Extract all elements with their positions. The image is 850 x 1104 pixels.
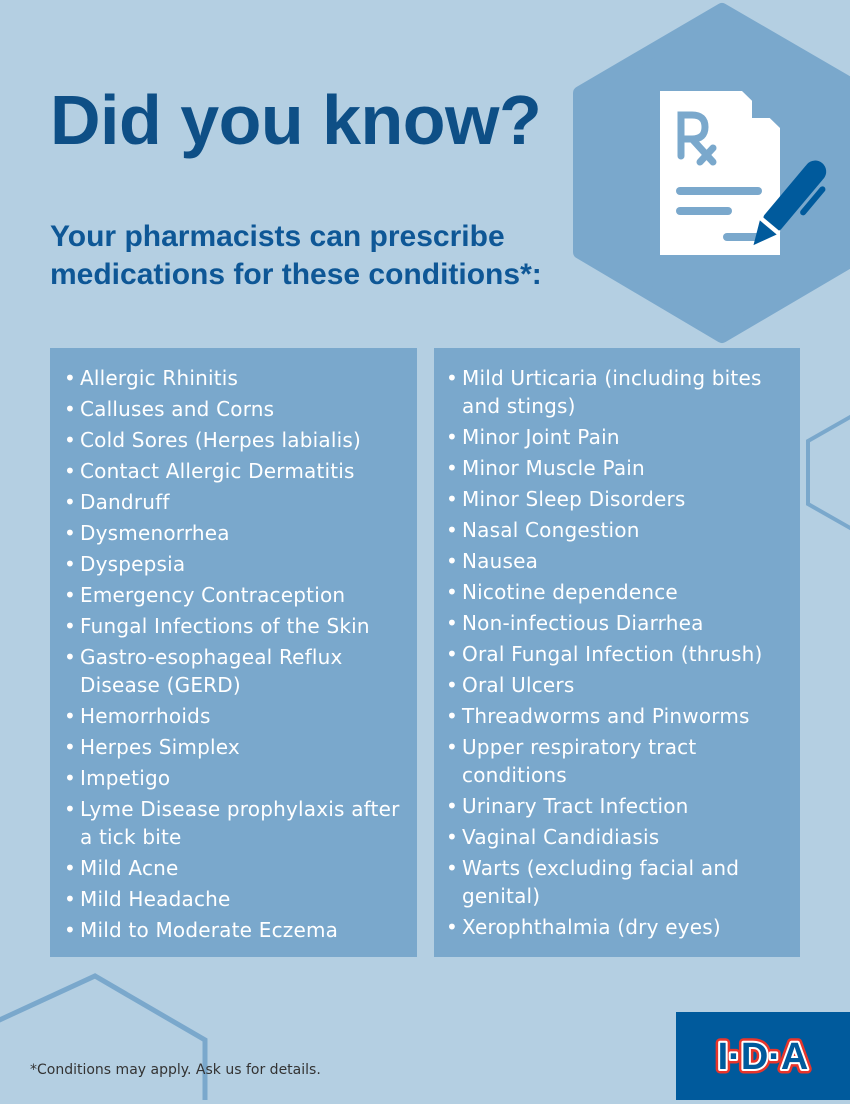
condition-item: Oral Fungal Infection (thrush)	[446, 640, 800, 668]
condition-item: Fungal Infections of the Skin	[64, 612, 417, 640]
condition-item: Lyme Disease prophylaxis after a tick bi…	[64, 795, 417, 851]
condition-item: Nicotine dependence	[446, 578, 800, 606]
condition-item: Hemorrhoids	[64, 702, 417, 730]
condition-item: Xerophthalmia (dry eyes)	[446, 913, 800, 941]
condition-item: Dyspepsia	[64, 550, 417, 578]
svg-text:I·D·A: I·D·A	[718, 1036, 809, 1078]
condition-item: Allergic Rhinitis	[64, 364, 417, 392]
condition-item: Warts (excluding facial and genital)	[446, 854, 800, 910]
condition-item: Dandruff	[64, 488, 417, 516]
condition-item: Gastro-esophageal Reflux Disease (GERD)	[64, 643, 417, 699]
condition-item: Cold Sores (Herpes labialis)	[64, 426, 417, 454]
footnote: *Conditions may apply. Ask us for detail…	[30, 1062, 321, 1078]
page-subtitle: Your pharmacists can prescribe medicatio…	[50, 220, 542, 291]
condition-item: Impetigo	[64, 764, 417, 792]
condition-item: Urinary Tract Infection	[446, 792, 800, 820]
condition-item: Mild Headache	[64, 885, 417, 913]
condition-item: Contact Allergic Dermatitis	[64, 457, 417, 485]
svg-text:I·D·A: I·D·A	[718, 1036, 809, 1078]
condition-item: Nausea	[446, 547, 800, 575]
condition-item: Vaginal Candidiasis	[446, 823, 800, 851]
condition-item: Oral Ulcers	[446, 671, 800, 699]
conditions-list-left: Allergic Rhinitis Calluses and Corns Cold …	[50, 348, 417, 957]
condition-item: Mild to Moderate Eczema	[64, 916, 417, 944]
hexagon-outline-right	[806, 414, 850, 531]
condition-item: Upper respiratory tract conditions	[446, 733, 800, 789]
page-title: Did you know?	[50, 81, 542, 159]
condition-item: Nasal Congestion	[446, 516, 800, 544]
condition-item: Dysmenorrhea	[64, 519, 417, 547]
condition-item: Minor Sleep Disorders	[446, 485, 800, 513]
condition-item: Herpes Simplex	[64, 733, 417, 761]
condition-item: Threadworms and Pinworms	[446, 702, 800, 730]
svg-text:I·D·A: I·D·A	[718, 1036, 809, 1078]
ida-logo: I·D·A I·D·A I·D·A	[676, 1012, 850, 1100]
condition-item: Minor Muscle Pain	[446, 454, 800, 482]
prescription-document-pen-icon	[660, 91, 827, 255]
condition-item: Mild Urticaria (including bites and stin…	[446, 364, 800, 420]
hexagon-outline-bottom-left	[0, 973, 208, 1100]
condition-item: Mild Acne	[64, 854, 417, 882]
condition-item: Minor Joint Pain	[446, 423, 800, 451]
condition-item: Emergency Contraception	[64, 581, 417, 609]
condition-item: Non-infectious Diarrhea	[446, 609, 800, 637]
conditions-list-right: Mild Urticaria (including bites and stin…	[434, 348, 800, 957]
condition-item: Calluses and Corns	[64, 395, 417, 423]
